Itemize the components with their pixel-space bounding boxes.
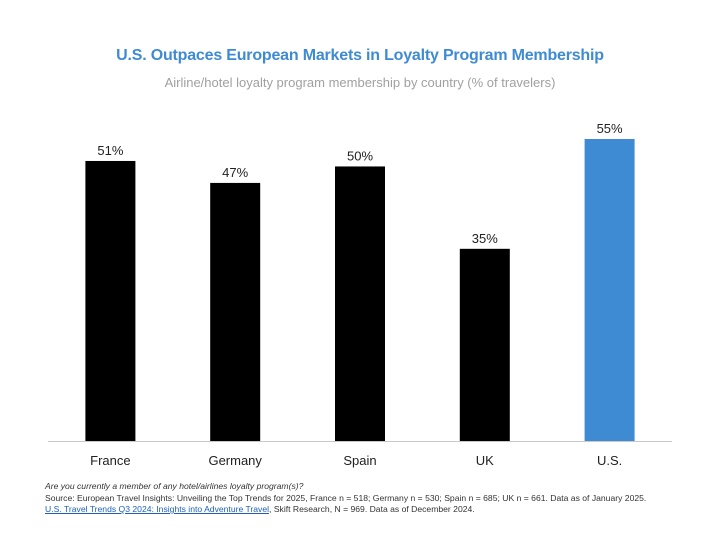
tick-label-spain: Spain <box>343 453 376 468</box>
tick-label-u-s: U.S. <box>597 453 622 468</box>
chart-title: U.S. Outpaces European Markets in Loyalt… <box>116 47 604 64</box>
tick-label-france: France <box>90 453 130 468</box>
bar-france <box>85 160 136 442</box>
data-label-spain: 50% <box>347 148 373 163</box>
report-link-suffix: , Skift Research, N = 969. Data as of De… <box>269 504 475 514</box>
bar-germany <box>210 182 261 441</box>
footnotes: Are you currently a member of any hotel/… <box>45 481 695 516</box>
bar-spain <box>335 166 385 442</box>
data-label-germany: 47% <box>222 165 248 180</box>
source-note-2: U.S. Travel Trends Q3 2024: Insights int… <box>45 504 695 516</box>
data-label-uk: 35% <box>472 231 498 246</box>
tick-label-germany: Germany <box>208 453 262 468</box>
data-label-france: 51% <box>97 143 123 158</box>
report-link[interactable]: U.S. Travel Trends Q3 2024: Insights int… <box>45 504 270 514</box>
bar-uk <box>459 248 510 441</box>
chart-subtitle: Airline/hotel loyalty program membership… <box>164 75 556 90</box>
source-note: Source: European Travel Insights: Unveil… <box>45 492 647 503</box>
survey-question: Are you currently a member of any hotel/… <box>45 481 304 491</box>
bar-u-s <box>584 139 635 441</box>
tick-label-uk: UK <box>476 453 494 468</box>
data-label-u-s: 55% <box>597 121 623 136</box>
